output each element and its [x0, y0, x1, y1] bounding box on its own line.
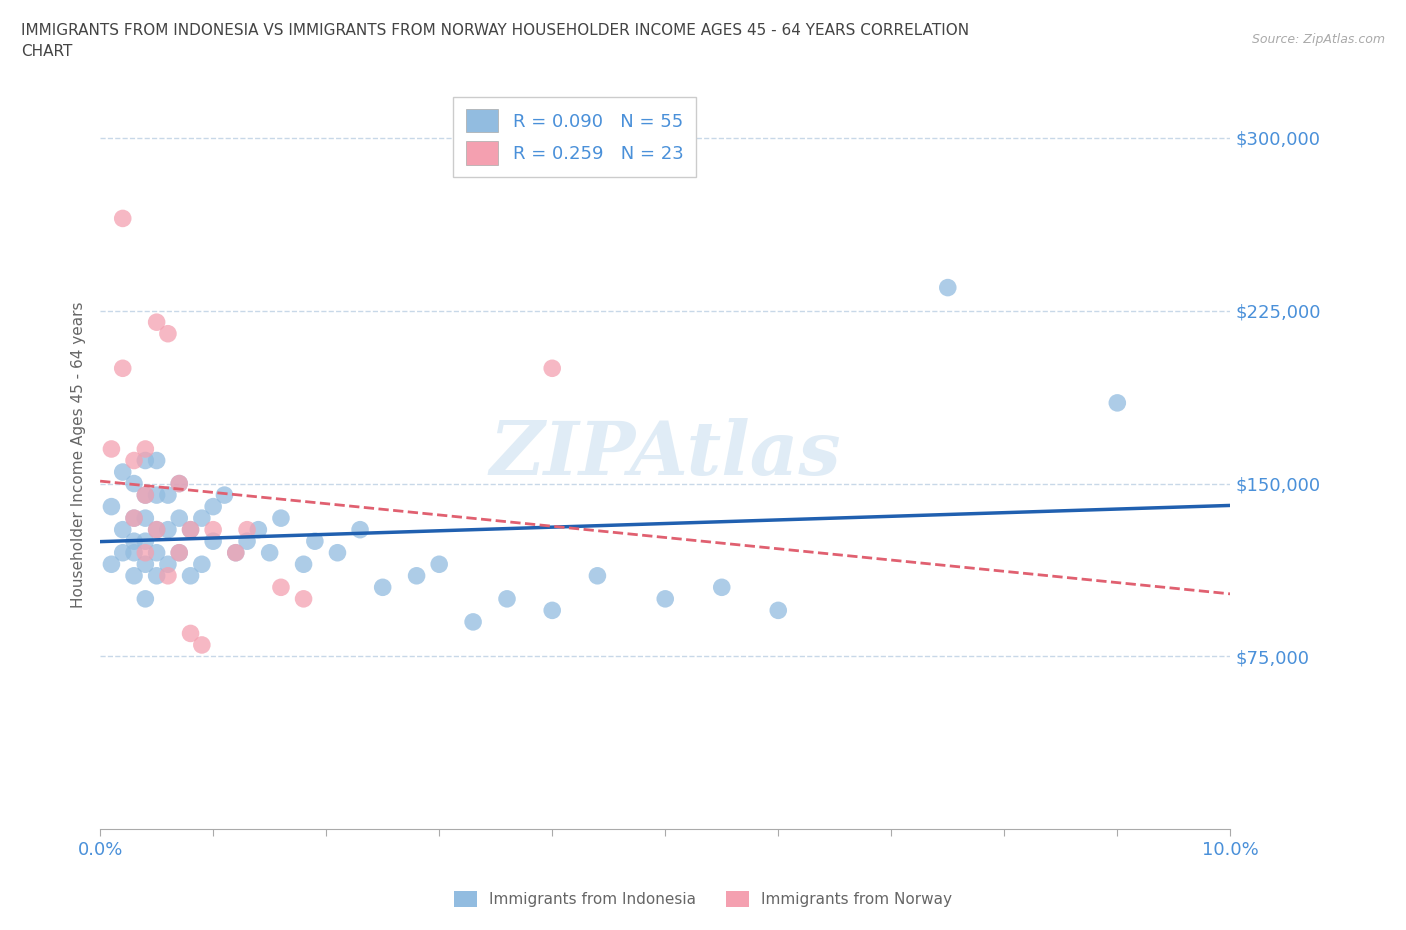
Point — [111, 361, 134, 376]
Point — [145, 487, 167, 502]
Point — [111, 465, 134, 480]
Point — [654, 591, 676, 606]
Point — [270, 580, 292, 595]
Text: CHART: CHART — [21, 44, 73, 59]
Point — [122, 476, 145, 491]
Point — [145, 314, 167, 329]
Point — [202, 534, 225, 549]
Point — [134, 442, 156, 457]
Point — [247, 523, 270, 538]
Point — [111, 545, 134, 560]
Point — [180, 626, 202, 641]
Point — [541, 361, 564, 376]
Point — [202, 499, 225, 514]
Point — [156, 523, 179, 538]
Point — [111, 523, 134, 538]
Point — [202, 523, 225, 538]
Text: IMMIGRANTS FROM INDONESIA VS IMMIGRANTS FROM NORWAY HOUSEHOLDER INCOME AGES 45 -: IMMIGRANTS FROM INDONESIA VS IMMIGRANTS … — [21, 23, 969, 38]
Point — [180, 523, 202, 538]
Point — [122, 511, 145, 525]
Text: ZIPAtlas: ZIPAtlas — [489, 418, 841, 491]
Point — [225, 545, 247, 560]
Point — [191, 511, 214, 525]
Point — [122, 534, 145, 549]
Y-axis label: Householder Income Ages 45 - 64 years: Householder Income Ages 45 - 64 years — [72, 301, 86, 608]
Point — [145, 523, 167, 538]
Point — [122, 568, 145, 583]
Point — [710, 580, 733, 595]
Point — [768, 603, 790, 618]
Point — [122, 453, 145, 468]
Point — [111, 211, 134, 226]
Point — [936, 280, 959, 295]
Point — [134, 487, 156, 502]
Point — [134, 557, 156, 572]
Point — [180, 568, 202, 583]
Point — [225, 545, 247, 560]
Point — [292, 591, 315, 606]
Point — [427, 557, 450, 572]
Point — [191, 557, 214, 572]
Point — [214, 487, 236, 502]
Point — [349, 523, 371, 538]
Point — [122, 511, 145, 525]
Point — [167, 476, 190, 491]
Point — [371, 580, 394, 595]
Point — [167, 545, 190, 560]
Point — [541, 603, 564, 618]
Point — [405, 568, 427, 583]
Point — [100, 557, 122, 572]
Point — [145, 523, 167, 538]
Text: Source: ZipAtlas.com: Source: ZipAtlas.com — [1251, 33, 1385, 46]
Point — [122, 545, 145, 560]
Point — [586, 568, 609, 583]
Point — [270, 511, 292, 525]
Point — [156, 568, 179, 583]
Point — [1107, 395, 1129, 410]
Point — [134, 487, 156, 502]
Point — [167, 476, 190, 491]
Point — [145, 568, 167, 583]
Legend: Immigrants from Indonesia, Immigrants from Norway: Immigrants from Indonesia, Immigrants fr… — [447, 884, 959, 913]
Point — [461, 615, 484, 630]
Point — [134, 534, 156, 549]
Point — [145, 453, 167, 468]
Point — [156, 557, 179, 572]
Point — [180, 523, 202, 538]
Legend: R = 0.090   N = 55, R = 0.259   N = 23: R = 0.090 N = 55, R = 0.259 N = 23 — [453, 97, 696, 178]
Point — [134, 453, 156, 468]
Point — [100, 499, 122, 514]
Point — [156, 487, 179, 502]
Point — [236, 534, 259, 549]
Point — [156, 326, 179, 341]
Point — [167, 511, 190, 525]
Point — [134, 591, 156, 606]
Point — [100, 442, 122, 457]
Point — [236, 523, 259, 538]
Point — [134, 511, 156, 525]
Point — [292, 557, 315, 572]
Point — [326, 545, 349, 560]
Point — [496, 591, 519, 606]
Point — [191, 637, 214, 652]
Point — [134, 545, 156, 560]
Point — [145, 545, 167, 560]
Point — [259, 545, 281, 560]
Point — [167, 545, 190, 560]
Point — [304, 534, 326, 549]
